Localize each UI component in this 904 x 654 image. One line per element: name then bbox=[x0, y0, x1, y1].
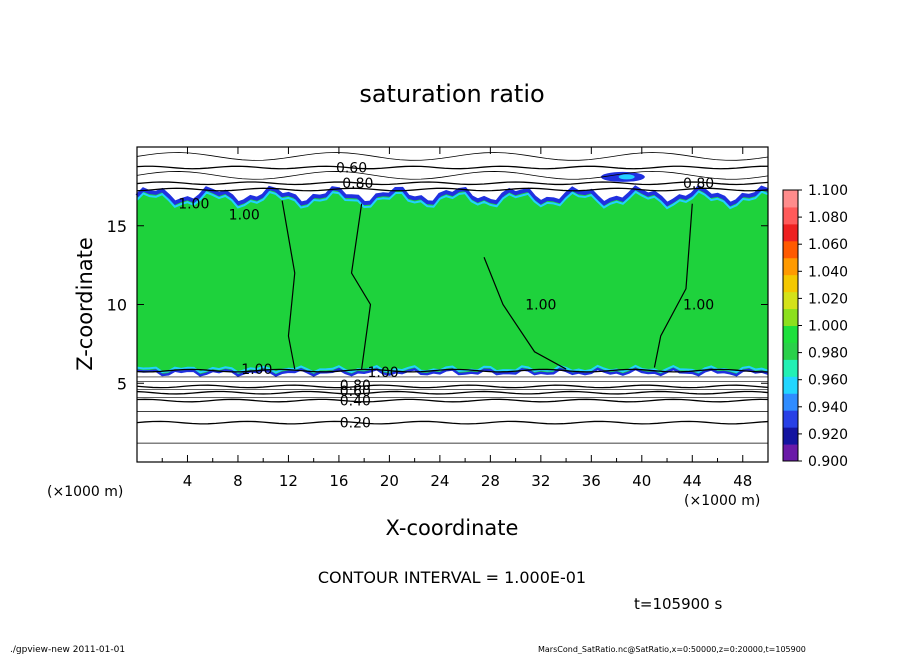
x-tick-label: 32 bbox=[531, 472, 550, 490]
x-tick-label: 48 bbox=[733, 472, 752, 490]
contour-label: 0.40 bbox=[340, 394, 371, 410]
contour-lines bbox=[136, 152, 769, 444]
contour-interval-note: CONTOUR INTERVAL = 1.000E-01 bbox=[318, 568, 586, 587]
colorbar-swatch bbox=[783, 376, 798, 394]
colorbar-swatch bbox=[783, 342, 798, 360]
supersat-patch-core bbox=[618, 174, 635, 180]
colorbar-swatch bbox=[783, 274, 798, 293]
colorbar-label: 0.980 bbox=[808, 346, 848, 362]
y-tick-label: 10 bbox=[107, 296, 127, 315]
colorbar-swatch bbox=[783, 206, 798, 225]
contour-label: 0.80 bbox=[342, 176, 373, 192]
x-tick-label: 16 bbox=[329, 472, 348, 490]
contour-line bbox=[136, 398, 769, 403]
chart-title: saturation ratio bbox=[359, 80, 544, 108]
x-tick-label: 28 bbox=[481, 472, 500, 490]
x-tick-label: 40 bbox=[632, 472, 651, 490]
colorbar-swatch bbox=[783, 393, 798, 411]
contour-line-vertical bbox=[350, 203, 372, 370]
y-tick-label: 5 bbox=[117, 374, 127, 393]
colorbar-swatch bbox=[783, 325, 798, 343]
colorbar-label: 1.080 bbox=[808, 210, 848, 226]
contour-line bbox=[136, 187, 769, 192]
x-tick-label: 4 bbox=[183, 472, 193, 490]
colorbar-swatch bbox=[783, 359, 798, 377]
footer-left: ./gpview-new 2011-01-01 bbox=[10, 645, 125, 654]
contour-label: 0.60 bbox=[340, 384, 371, 400]
upper-edge-blue bbox=[135, 185, 769, 207]
colorbar-swatch bbox=[783, 291, 798, 310]
colorbar-label: 1.100 bbox=[808, 183, 848, 199]
colorbar-swatch bbox=[783, 257, 798, 276]
colorbar-label: 0.960 bbox=[808, 373, 848, 389]
colorbar-label: 1.040 bbox=[808, 264, 848, 280]
contour-label: 1.00 bbox=[241, 362, 272, 378]
colorbar: 0.900 0.920 0.940 0.960 0.980 1.000 1.020 1.040… bbox=[782, 183, 848, 470]
colorbar-swatch bbox=[783, 427, 798, 445]
x-tick-label: 20 bbox=[380, 472, 399, 490]
colorbar-swatch bbox=[783, 223, 798, 242]
y-tick-label: 15 bbox=[107, 217, 127, 236]
contour-line-minor bbox=[136, 171, 769, 180]
contour-label: 0.80 bbox=[683, 176, 714, 192]
contour-label: 0.80 bbox=[340, 378, 371, 394]
x-unit-left: (×1000 m) bbox=[47, 484, 123, 500]
x-unit-right: (×1000 m) bbox=[684, 493, 760, 509]
x-tick-label: 24 bbox=[430, 472, 449, 490]
contour-line bbox=[136, 384, 769, 389]
y-axis-label: Z-coordinate bbox=[73, 237, 97, 371]
contour-label: 1.00 bbox=[683, 298, 714, 314]
contour-label: 1.00 bbox=[525, 298, 556, 314]
colorbar-swatch bbox=[783, 308, 798, 326]
contour-line bbox=[136, 181, 769, 186]
colorbar-swatch bbox=[783, 410, 798, 428]
contour-labels: 0.600.800.801.001.001.001.001.001.000.80… bbox=[178, 160, 714, 432]
colorbar-label: 1.060 bbox=[808, 237, 848, 253]
x-tick-label: 12 bbox=[279, 472, 298, 490]
colorbar-label: 0.940 bbox=[808, 400, 848, 416]
x-tick-label: 8 bbox=[233, 472, 243, 490]
contour-line bbox=[136, 420, 769, 425]
contour-label: 0.20 bbox=[340, 416, 371, 432]
x-tick-label: 44 bbox=[683, 472, 702, 490]
x-tick-label: 36 bbox=[582, 472, 601, 490]
colorbar-label: 0.920 bbox=[808, 427, 848, 443]
colorbar-swatch bbox=[783, 190, 798, 208]
contour-line bbox=[136, 368, 769, 373]
colorbar-label: 0.900 bbox=[808, 454, 848, 470]
contour-label: 0.60 bbox=[336, 160, 367, 176]
time-label: t=105900 s bbox=[634, 595, 722, 613]
contour-label: 1.00 bbox=[368, 365, 399, 381]
contour-line-vertical bbox=[483, 257, 567, 370]
colorbar-label: 1.020 bbox=[808, 291, 848, 307]
contour-line-vertical bbox=[281, 200, 296, 370]
plot-area bbox=[135, 171, 769, 377]
contour-label: 1.00 bbox=[178, 197, 209, 213]
contour-line-minor bbox=[136, 152, 769, 161]
saturated-field bbox=[137, 187, 768, 376]
footer-right: MarsCond_SatRatio.nc@SatRatio,x=0:50000,… bbox=[538, 645, 806, 654]
contour-label: 1.00 bbox=[229, 208, 260, 224]
contour-line-vertical bbox=[653, 203, 693, 368]
x-axis-label: X-coordinate bbox=[386, 516, 519, 540]
contour-line bbox=[136, 165, 769, 170]
upper-edge-cyan bbox=[136, 190, 769, 210]
colorbar-swatch bbox=[783, 444, 798, 462]
colorbar-label: 1.000 bbox=[808, 319, 848, 335]
contour-line bbox=[136, 390, 769, 395]
colorbar-swatch bbox=[783, 240, 798, 259]
